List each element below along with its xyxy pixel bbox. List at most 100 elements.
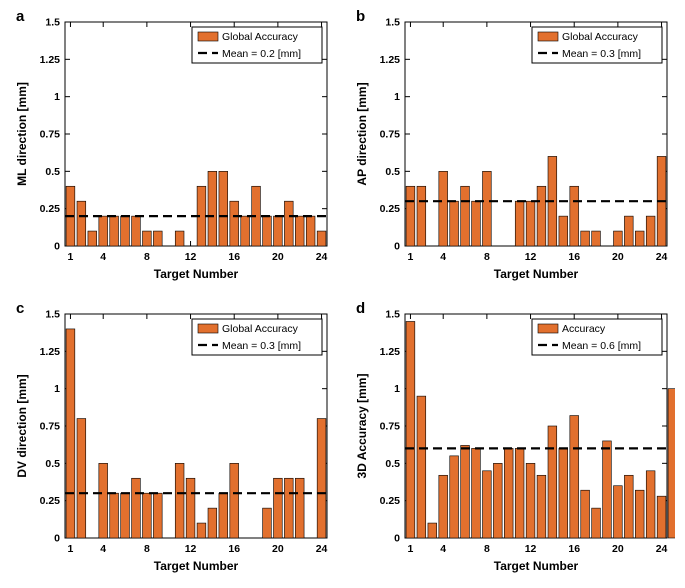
bar xyxy=(219,493,228,538)
x-tick-label: 24 xyxy=(656,543,668,555)
legend-mean-label: Mean = 0.6 [mm] xyxy=(562,340,641,352)
x-tick-label: 8 xyxy=(484,543,490,555)
y-tick-label: 1.5 xyxy=(385,17,400,29)
panel-c: c00.250.50.7511.251.514812162024Target N… xyxy=(10,302,335,579)
panel-d: d00.250.50.7511.251.514812162024Target N… xyxy=(350,302,675,579)
bar xyxy=(614,231,623,246)
bar xyxy=(483,470,492,537)
y-axis-label: 3D Accuracy [mm] xyxy=(355,373,369,478)
legend-swatch xyxy=(538,32,558,41)
x-tick-label: 16 xyxy=(568,543,580,555)
bar xyxy=(230,463,239,538)
y-tick-label: 0.75 xyxy=(380,420,401,432)
x-tick-label: 1 xyxy=(408,251,414,263)
y-tick-label: 0 xyxy=(394,241,400,253)
bar xyxy=(295,478,304,538)
x-tick-label: 8 xyxy=(144,251,150,263)
x-axis-label: Target Number xyxy=(494,559,579,573)
bar xyxy=(121,493,130,538)
x-tick-label: 4 xyxy=(100,543,106,555)
bar xyxy=(592,231,601,246)
x-tick-label: 20 xyxy=(272,251,284,263)
x-tick-label: 16 xyxy=(568,251,580,263)
x-tick-label: 20 xyxy=(272,543,284,555)
legend-mean-label: Mean = 0.2 [mm] xyxy=(222,48,301,60)
y-tick-label: 0.5 xyxy=(45,166,60,178)
legend-series-label: Accuracy xyxy=(562,323,606,335)
bar xyxy=(537,186,546,246)
bar xyxy=(559,448,568,538)
bar xyxy=(439,171,448,246)
bar xyxy=(121,216,130,246)
y-tick-label: 0.5 xyxy=(385,457,400,469)
legend-swatch xyxy=(198,324,218,333)
bar xyxy=(450,455,459,537)
y-tick-label: 1 xyxy=(394,383,400,395)
y-tick-label: 0.75 xyxy=(380,129,401,141)
y-tick-label: 0.25 xyxy=(40,203,61,215)
x-tick-label: 20 xyxy=(612,251,624,263)
bar xyxy=(515,448,524,538)
bar xyxy=(110,216,119,246)
bar xyxy=(274,478,283,538)
panel-label-b: b xyxy=(356,8,365,25)
y-tick-label: 1 xyxy=(394,91,400,103)
bar xyxy=(219,171,228,246)
bar xyxy=(241,216,250,246)
y-tick-label: 0.5 xyxy=(385,166,400,178)
y-tick-label: 1.25 xyxy=(40,54,61,66)
bar xyxy=(406,321,415,538)
bar xyxy=(515,201,524,246)
bar xyxy=(450,201,459,246)
bar xyxy=(143,231,152,246)
x-tick-label: 20 xyxy=(612,543,624,555)
bar xyxy=(208,171,217,246)
bar xyxy=(461,186,470,246)
x-tick-label: 12 xyxy=(525,543,537,555)
bar xyxy=(646,470,655,537)
x-tick-label: 1 xyxy=(68,251,74,263)
y-tick-label: 0 xyxy=(54,241,60,253)
bar xyxy=(461,445,470,538)
x-tick-label: 8 xyxy=(484,251,490,263)
bar xyxy=(592,508,601,538)
x-tick-label: 4 xyxy=(440,543,446,555)
bar xyxy=(614,485,623,537)
bar xyxy=(110,493,119,538)
bar xyxy=(295,216,304,246)
bar xyxy=(263,216,272,246)
panel-b: b00.250.50.7511.251.514812162024Target N… xyxy=(350,10,675,287)
bar xyxy=(186,478,195,538)
x-tick-label: 1 xyxy=(408,543,414,555)
bar xyxy=(66,328,75,537)
bar xyxy=(317,418,326,537)
y-tick-label: 0.75 xyxy=(40,420,61,432)
y-tick-label: 1.5 xyxy=(45,308,60,320)
bar xyxy=(284,201,293,246)
x-tick-label: 24 xyxy=(316,543,328,555)
y-tick-label: 1.25 xyxy=(40,345,61,357)
y-axis-label: ML direction [mm] xyxy=(15,82,29,186)
bar xyxy=(77,201,86,246)
y-tick-label: 1 xyxy=(54,383,60,395)
bar xyxy=(472,448,481,538)
x-tick-label: 24 xyxy=(316,251,328,263)
bar xyxy=(624,216,633,246)
y-tick-label: 0.25 xyxy=(380,495,401,507)
y-axis-label: DV direction [mm] xyxy=(15,374,29,477)
bar xyxy=(417,396,426,538)
bar xyxy=(548,426,557,538)
bar xyxy=(624,475,633,538)
bar xyxy=(537,475,546,538)
bar xyxy=(428,523,437,538)
legend-series-label: Global Accuracy xyxy=(222,31,299,43)
y-tick-label: 0 xyxy=(54,532,60,544)
x-tick-label: 24 xyxy=(656,251,668,263)
x-tick-label: 16 xyxy=(228,543,240,555)
bar xyxy=(197,523,206,538)
x-tick-label: 4 xyxy=(100,251,106,263)
bar xyxy=(646,216,655,246)
x-tick-label: 1 xyxy=(68,543,74,555)
bar xyxy=(603,440,612,537)
x-tick-label: 8 xyxy=(144,543,150,555)
